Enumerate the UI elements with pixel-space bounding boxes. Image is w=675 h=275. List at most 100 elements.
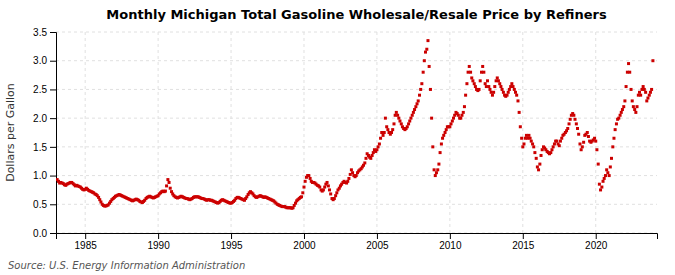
point	[462, 111, 465, 114]
point	[400, 122, 403, 125]
tick-label: 3.5	[33, 27, 47, 38]
point	[642, 85, 645, 88]
point	[347, 177, 350, 180]
tick: 0.5	[33, 199, 56, 210]
point	[639, 94, 642, 97]
point	[610, 157, 613, 160]
point	[580, 148, 583, 151]
point	[470, 76, 473, 79]
point	[510, 82, 513, 85]
point	[301, 191, 304, 194]
point	[416, 102, 419, 105]
point	[649, 91, 652, 94]
point	[581, 145, 584, 148]
point	[448, 125, 451, 128]
point	[378, 142, 381, 145]
grid-line	[56, 118, 657, 119]
point	[644, 91, 647, 94]
point	[586, 131, 589, 134]
point	[346, 180, 349, 183]
x-axis: 19851990199520002005201020152020	[57, 233, 658, 251]
point	[496, 76, 499, 79]
point	[452, 117, 455, 120]
point	[471, 79, 474, 82]
tick: 1995	[220, 233, 243, 251]
point	[487, 85, 490, 88]
point	[600, 186, 603, 189]
point	[518, 111, 521, 114]
point	[383, 131, 386, 134]
tick-mark	[50, 32, 56, 33]
point	[507, 91, 510, 94]
tick-label: 2020	[585, 240, 608, 251]
point	[492, 91, 495, 94]
point	[604, 174, 607, 177]
tick-label: 1985	[75, 240, 98, 251]
tick-mark	[596, 233, 597, 239]
tick-mark	[50, 89, 56, 90]
point	[424, 51, 427, 54]
point	[398, 120, 401, 123]
point	[363, 161, 366, 164]
point	[621, 108, 624, 111]
point	[634, 111, 637, 114]
tick-mark	[50, 118, 56, 119]
point	[450, 122, 453, 125]
point	[430, 117, 433, 120]
point	[603, 177, 606, 180]
point	[451, 120, 454, 123]
point	[638, 91, 641, 94]
point	[420, 82, 423, 85]
point	[318, 186, 321, 189]
point	[334, 194, 337, 197]
point	[445, 128, 448, 131]
point	[598, 183, 601, 186]
point	[594, 140, 597, 143]
point	[426, 39, 429, 42]
point	[515, 94, 518, 97]
point	[351, 171, 354, 174]
point	[442, 134, 445, 137]
point	[533, 151, 536, 154]
point	[538, 163, 541, 166]
point	[502, 91, 505, 94]
point	[377, 145, 380, 148]
point	[555, 140, 558, 143]
grid-line	[56, 146, 657, 147]
plot: 198519901995200020052010201520200.00.51.…	[33, 27, 657, 251]
grid-line	[85, 32, 86, 233]
point	[527, 134, 530, 137]
point	[620, 111, 623, 114]
point	[326, 181, 329, 184]
point	[436, 168, 439, 171]
point	[615, 122, 618, 125]
point	[384, 117, 387, 120]
point	[469, 71, 472, 74]
point	[484, 82, 487, 85]
point	[599, 188, 602, 191]
point	[322, 188, 325, 191]
point	[611, 145, 614, 148]
point	[169, 187, 172, 190]
point	[632, 105, 635, 108]
point	[386, 128, 389, 131]
point	[418, 94, 421, 97]
point	[535, 157, 538, 160]
point	[519, 125, 522, 128]
tick: 2.0	[33, 113, 56, 124]
point	[559, 140, 562, 143]
point	[429, 88, 432, 91]
tick: 2005	[366, 233, 389, 251]
point	[437, 163, 440, 166]
tick-label: 0.0	[33, 228, 47, 239]
point	[397, 117, 400, 120]
point	[578, 142, 581, 145]
annotation: Source: U.S. Energy Information Administ…	[8, 260, 245, 271]
point	[587, 135, 590, 138]
point	[572, 114, 575, 117]
point	[369, 157, 372, 160]
point	[428, 65, 431, 68]
y-axis: 0.00.51.01.52.02.53.03.5	[33, 27, 56, 239]
point	[371, 154, 374, 157]
point	[166, 178, 169, 181]
